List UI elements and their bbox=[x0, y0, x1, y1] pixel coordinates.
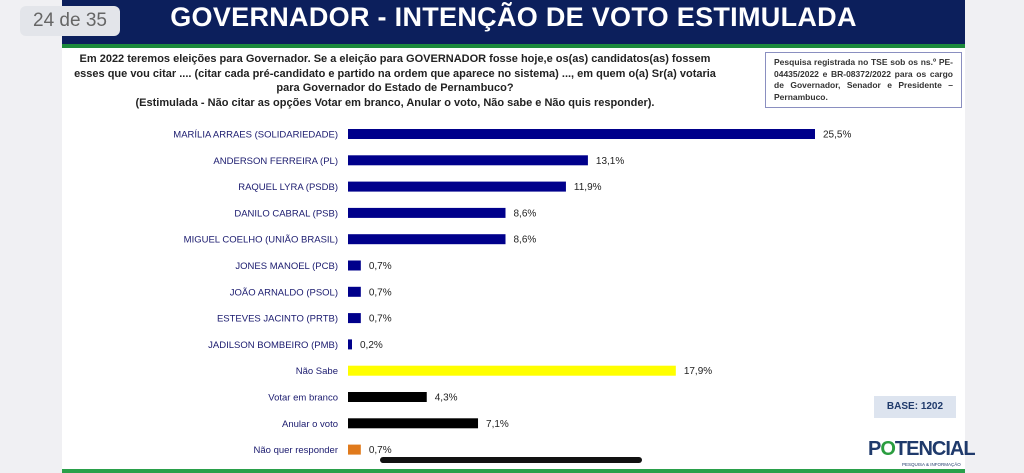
value-label: 0,2% bbox=[360, 340, 383, 351]
category-label: Anular o voto bbox=[282, 419, 338, 430]
category-label: Não quer responder bbox=[254, 445, 339, 456]
base-badge: BASE: 1202 bbox=[874, 396, 956, 418]
value-label: 0,7% bbox=[369, 261, 392, 272]
value-label: 13,1% bbox=[596, 156, 624, 167]
category-label: DANILO CABRAL (PSB) bbox=[234, 208, 338, 219]
value-label: 11,9% bbox=[574, 182, 602, 193]
bar bbox=[348, 365, 676, 376]
category-label: JOÃO ARNALDO (PSOL) bbox=[230, 287, 338, 298]
question-instruction: (Estimulada - Não citar as opções Votar … bbox=[135, 96, 655, 109]
tse-registration-note: Pesquisa registrada no TSE sob os ns.º P… bbox=[765, 52, 962, 108]
category-label: ESTEVES JACINTO (PRTB) bbox=[217, 314, 338, 325]
value-label: 25,5% bbox=[823, 130, 851, 141]
value-label: 7,1% bbox=[486, 419, 509, 430]
category-label: JONES MANOEL (PCB) bbox=[235, 261, 338, 272]
header-divider bbox=[62, 44, 965, 48]
slide: GOVERNADOR - INTENÇÃO DE VOTO ESTIMULADA bbox=[62, 0, 965, 473]
category-label: MARÍLIA ARRAES (SOLIDARIEDADE) bbox=[173, 130, 338, 141]
bar bbox=[348, 418, 479, 429]
slide-title: GOVERNADOR - INTENÇÃO DE VOTO ESTIMULADA bbox=[62, 0, 965, 44]
home-indicator[interactable] bbox=[380, 457, 642, 463]
value-label: 0,7% bbox=[369, 445, 392, 456]
page-counter: 24 de 35 bbox=[20, 6, 120, 36]
potencial-logo: POTENCIAL bbox=[868, 438, 976, 460]
bar bbox=[348, 286, 361, 297]
bar bbox=[348, 129, 815, 139]
bar bbox=[348, 155, 588, 166]
bar bbox=[348, 207, 506, 218]
value-label: 4,3% bbox=[435, 393, 458, 404]
footer-divider bbox=[62, 469, 965, 473]
value-label: 0,7% bbox=[369, 314, 392, 325]
bar bbox=[348, 181, 566, 192]
bar bbox=[348, 339, 352, 350]
value-label: 8,6% bbox=[513, 208, 536, 219]
question-text: Em 2022 teremos eleições para Governador… bbox=[74, 53, 716, 94]
bar bbox=[348, 313, 361, 324]
category-label: MIGUEL COELHO (UNIÃO BRASIL) bbox=[184, 235, 338, 246]
category-label: RAQUEL LYRA (PSDB) bbox=[238, 182, 338, 193]
category-label: Votar em branco bbox=[268, 393, 338, 404]
logo-subtitle: PESQUISA & INFORMAÇÃO bbox=[902, 462, 961, 467]
survey-question: Em 2022 teremos eleições para Governador… bbox=[70, 52, 720, 110]
bar bbox=[348, 260, 361, 271]
category-label: Não Sabe bbox=[296, 366, 338, 377]
category-label: ANDERSON FERREIRA (PL) bbox=[213, 156, 338, 167]
value-label: 17,9% bbox=[684, 366, 712, 377]
value-label: 0,7% bbox=[369, 287, 392, 298]
bar bbox=[348, 444, 361, 455]
value-label: 8,6% bbox=[513, 235, 536, 246]
bar bbox=[348, 234, 506, 245]
category-label: JADILSON BOMBEIRO (PMB) bbox=[208, 340, 338, 351]
bar bbox=[348, 392, 427, 402]
